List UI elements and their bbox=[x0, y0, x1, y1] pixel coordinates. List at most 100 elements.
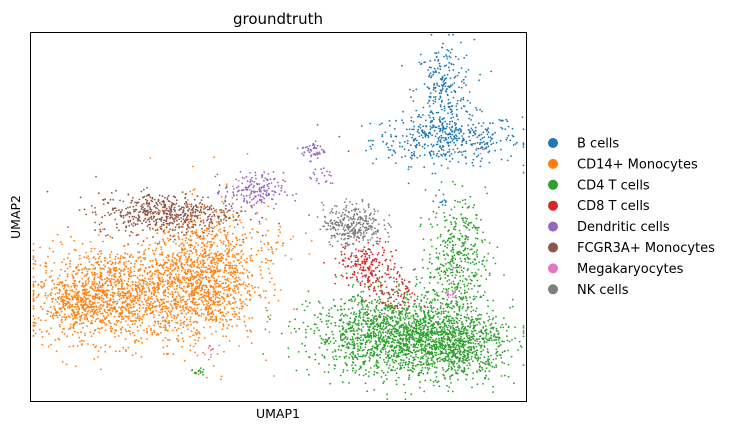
data-point bbox=[223, 308, 226, 310]
data-point bbox=[447, 102, 450, 104]
data-point bbox=[507, 134, 510, 137]
data-point bbox=[86, 312, 88, 315]
data-point bbox=[99, 277, 101, 279]
data-point bbox=[449, 135, 452, 138]
data-point bbox=[376, 328, 379, 331]
data-point bbox=[212, 237, 215, 240]
data-point bbox=[338, 325, 340, 328]
data-point bbox=[273, 375, 275, 377]
data-point bbox=[75, 294, 78, 296]
data-point bbox=[185, 233, 188, 236]
data-point bbox=[492, 142, 495, 145]
data-point bbox=[243, 281, 245, 284]
data-point bbox=[109, 256, 111, 259]
data-point bbox=[293, 308, 296, 310]
data-point bbox=[361, 304, 363, 306]
data-point bbox=[117, 335, 120, 337]
data-point bbox=[97, 284, 100, 287]
data-point bbox=[460, 128, 462, 131]
data-point bbox=[387, 298, 389, 300]
data-point bbox=[98, 289, 100, 292]
data-point bbox=[134, 289, 137, 291]
data-point bbox=[223, 269, 226, 272]
data-point bbox=[491, 339, 493, 342]
data-point bbox=[507, 125, 510, 128]
data-point bbox=[351, 364, 353, 367]
data-point bbox=[208, 223, 211, 226]
data-point bbox=[127, 317, 130, 320]
data-point bbox=[183, 359, 186, 362]
data-point bbox=[247, 277, 249, 279]
data-point bbox=[99, 307, 102, 310]
data-point bbox=[229, 225, 231, 228]
data-point bbox=[454, 151, 456, 153]
data-point bbox=[163, 298, 166, 301]
data-point bbox=[219, 303, 221, 306]
data-point bbox=[198, 337, 200, 339]
data-point bbox=[495, 348, 498, 351]
data-point bbox=[350, 298, 353, 301]
data-point bbox=[69, 290, 72, 292]
data-point bbox=[369, 145, 372, 148]
data-point bbox=[199, 262, 202, 264]
data-point bbox=[215, 252, 218, 255]
data-point bbox=[290, 238, 292, 241]
data-point bbox=[157, 320, 160, 323]
data-point bbox=[472, 164, 475, 167]
data-point bbox=[192, 278, 195, 281]
data-point bbox=[196, 281, 199, 284]
data-point bbox=[232, 255, 235, 258]
data-point bbox=[139, 263, 142, 266]
data-point bbox=[419, 358, 422, 360]
data-point bbox=[412, 314, 415, 317]
data-point bbox=[216, 262, 219, 265]
data-point bbox=[171, 256, 174, 259]
data-point bbox=[45, 297, 48, 299]
data-point bbox=[81, 268, 84, 271]
data-point bbox=[98, 255, 101, 258]
data-point bbox=[205, 278, 208, 281]
data-point bbox=[98, 286, 101, 289]
data-point bbox=[402, 110, 404, 113]
data-point bbox=[169, 275, 172, 278]
data-point bbox=[146, 272, 149, 274]
data-point bbox=[151, 277, 154, 280]
data-point bbox=[32, 258, 35, 261]
data-point bbox=[436, 152, 438, 155]
data-point bbox=[386, 355, 389, 358]
data-point bbox=[255, 253, 258, 256]
data-point bbox=[442, 193, 445, 196]
data-point bbox=[402, 354, 404, 356]
data-point bbox=[352, 358, 354, 361]
data-point bbox=[121, 315, 124, 318]
data-point bbox=[177, 339, 179, 341]
data-point bbox=[200, 286, 203, 289]
data-point bbox=[167, 258, 170, 261]
data-point bbox=[231, 302, 234, 304]
data-point bbox=[227, 311, 229, 314]
data-point bbox=[366, 390, 368, 393]
data-point bbox=[329, 340, 332, 343]
data-point bbox=[101, 321, 103, 324]
data-point bbox=[229, 262, 232, 264]
data-point bbox=[351, 338, 354, 340]
data-point bbox=[88, 260, 91, 263]
data-point bbox=[194, 276, 196, 279]
data-point bbox=[354, 322, 357, 325]
data-point bbox=[219, 269, 222, 271]
data-point bbox=[486, 129, 488, 132]
data-point bbox=[446, 151, 449, 154]
data-point bbox=[58, 274, 61, 277]
data-point bbox=[135, 287, 138, 290]
data-point bbox=[372, 162, 374, 165]
data-point bbox=[384, 308, 387, 311]
data-point bbox=[109, 327, 112, 330]
data-point bbox=[171, 259, 174, 262]
data-point bbox=[53, 287, 56, 289]
data-point bbox=[267, 316, 269, 318]
data-point bbox=[187, 230, 190, 233]
data-point bbox=[139, 295, 141, 297]
data-point bbox=[99, 290, 102, 293]
data-point bbox=[446, 49, 449, 51]
data-point bbox=[92, 313, 95, 316]
